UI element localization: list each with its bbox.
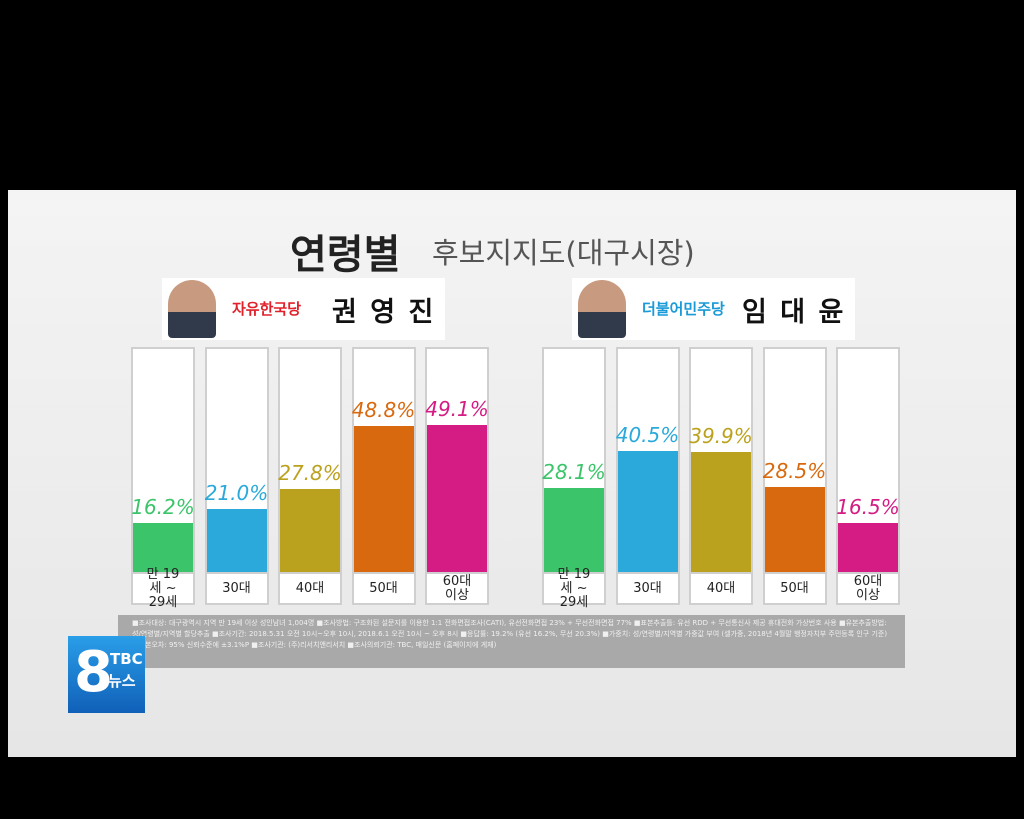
candidate-name: 권 영 진: [332, 297, 436, 328]
bar: [544, 487, 604, 572]
candidate-header: 더불어민주당 임 대 윤: [572, 278, 855, 340]
party-name: 더불어민주당: [642, 300, 725, 318]
category-label: 50대: [764, 572, 825, 603]
category-label: 40대: [280, 572, 340, 603]
candidate-name: 임 대 윤: [742, 297, 846, 328]
category-label: 60대 이상: [838, 572, 898, 603]
bar: [691, 452, 751, 572]
category-label: 30대: [617, 572, 678, 603]
value-label: 48.8%: [351, 397, 416, 422]
candidate-header: 자유한국당 권 영 진: [162, 278, 445, 340]
category-label: 40대: [691, 572, 751, 603]
value-label: 49.1%: [425, 396, 489, 421]
channel-logo: 8 TBC 뉴스: [68, 636, 145, 713]
value-label: 27.8%: [278, 460, 342, 485]
bar: [280, 488, 340, 572]
logo-number: 8: [74, 640, 113, 705]
subtitle: 후보지지도(대구시장): [432, 236, 695, 270]
candidate-photo: [578, 280, 626, 338]
logo-label: 뉴스: [108, 672, 136, 690]
category-label: 60대 이상: [427, 572, 487, 603]
candidate-photo: [168, 280, 216, 338]
category-label: 50대: [353, 572, 414, 603]
bar: [206, 509, 267, 572]
category-label: 30대: [206, 572, 267, 603]
value-label: 16.5%: [836, 494, 900, 519]
bar: [353, 425, 414, 572]
title: 연령별: [290, 232, 401, 278]
party-name: 자유한국당: [232, 300, 302, 318]
value-label: 40.5%: [615, 422, 680, 447]
bar: [764, 486, 825, 572]
logo-station: TBC: [110, 650, 143, 668]
bar: [617, 450, 678, 572]
bar: [133, 523, 193, 572]
survey-note: ■조사대상: 대구광역시 지역 만 19세 이상 성인남녀 1,004명 ■조사…: [118, 615, 905, 668]
bar: [427, 424, 487, 572]
category-label: 만 19세 ~ 29세: [544, 567, 604, 609]
category-label: 만 19세 ~ 29세: [133, 567, 193, 609]
value-label: 21.0%: [204, 481, 269, 505]
value-label: 28.5%: [762, 458, 827, 483]
bar: [838, 522, 898, 572]
value-label: 16.2%: [131, 495, 195, 520]
value-label: 39.9%: [689, 424, 753, 449]
value-label: 28.1%: [542, 459, 606, 484]
